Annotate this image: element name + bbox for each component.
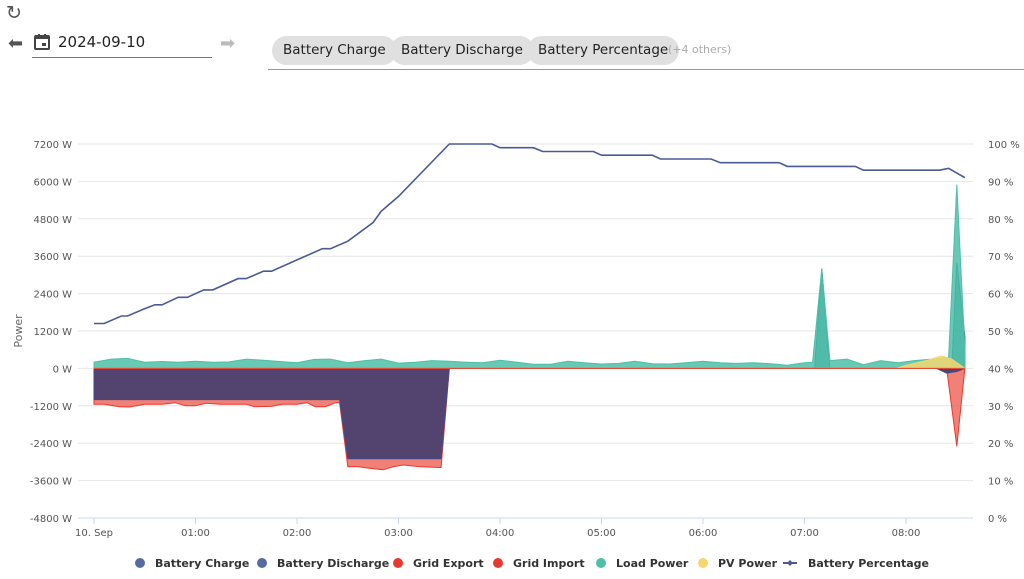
legend-item[interactable]: Grid Import xyxy=(513,557,585,570)
y2-tick-label: 10 % xyxy=(988,477,1013,488)
y-tick-label: -2400 W xyxy=(30,439,72,450)
y-tick-label: 3600 W xyxy=(33,252,72,263)
series-area-battery-charge xyxy=(94,262,966,369)
y2-tick-label: 20 % xyxy=(988,439,1013,450)
legend-marker-icon xyxy=(493,558,503,568)
y2-tick-label: 60 % xyxy=(988,290,1013,301)
legend-marker-icon xyxy=(135,558,145,568)
more-series-count[interactable]: (+4 others) xyxy=(668,43,732,56)
y-tick-label: -1200 W xyxy=(30,402,72,413)
y-tick-label: 7200 W xyxy=(33,140,72,151)
y2-tick-label: 100 % xyxy=(988,140,1020,151)
refresh-icon[interactable]: ↻ xyxy=(6,2,22,24)
y2-tick-label: 70 % xyxy=(988,252,1013,263)
calendar-icon[interactable] xyxy=(34,34,50,50)
x-tick-label: 02:00 xyxy=(283,528,312,539)
legend-marker-icon xyxy=(596,558,606,568)
y2-tick-label: 50 % xyxy=(988,327,1013,338)
x-tick-label: 04:00 xyxy=(486,528,515,539)
legend-marker-icon xyxy=(257,558,267,568)
previous-day-arrow-icon[interactable]: ⬅ xyxy=(8,33,24,54)
x-tick-label: 10. Sep xyxy=(75,528,113,539)
legend-item[interactable]: Battery Charge xyxy=(155,557,249,570)
y-tick-label: 1200 W xyxy=(33,327,72,338)
legend-marker-icon xyxy=(698,558,708,568)
x-tick-label: 03:00 xyxy=(384,528,413,539)
x-tick-label: 08:00 xyxy=(892,528,921,539)
y2-tick-label: 90 % xyxy=(988,177,1013,188)
legend-marker-icon xyxy=(393,558,403,568)
x-tick-label: 06:00 xyxy=(689,528,718,539)
x-tick-label: 07:00 xyxy=(790,528,819,539)
legend-diamond-icon xyxy=(787,560,793,566)
x-tick-label: 05:00 xyxy=(587,528,616,539)
y-tick-label: 2400 W xyxy=(33,290,72,301)
series-area-load-power xyxy=(93,184,966,369)
y-tick-label: -4800 W xyxy=(30,514,72,525)
legend-item[interactable]: PV Power xyxy=(718,557,778,570)
series-area-battery-discharge xyxy=(93,367,966,460)
y-tick-label: 6000 W xyxy=(33,177,72,188)
y2-tick-label: 0 % xyxy=(988,514,1007,525)
chip-battery-charge[interactable]: Battery Charge xyxy=(272,36,397,65)
date-input[interactable]: 2024-09-10 xyxy=(58,33,146,51)
next-day-arrow-icon[interactable]: ➡ xyxy=(220,33,236,54)
y2-tick-label: 30 % xyxy=(988,402,1013,413)
y-tick-label: -3600 W xyxy=(30,477,72,488)
y-tick-label: 0 W xyxy=(53,364,73,375)
legend-item[interactable]: Battery Percentage xyxy=(808,557,929,570)
y2-tick-label: 80 % xyxy=(988,215,1013,226)
chip-battery-discharge[interactable]: Battery Discharge xyxy=(390,36,534,65)
legend-item[interactable]: Battery Discharge xyxy=(277,557,389,570)
series-line-battery-percentage xyxy=(94,143,966,325)
legend-item[interactable]: Grid Export xyxy=(413,557,484,570)
y2-tick-label: 40 % xyxy=(988,364,1013,375)
chip-battery-percentage[interactable]: Battery Percentage xyxy=(527,36,680,65)
series-select-underline xyxy=(268,69,1024,70)
y-axis-title: Power xyxy=(12,314,25,348)
date-input-underline xyxy=(32,57,212,58)
y-tick-label: 4800 W xyxy=(33,215,72,226)
x-tick-label: 01:00 xyxy=(181,528,210,539)
legend-item[interactable]: Load Power xyxy=(616,557,689,570)
